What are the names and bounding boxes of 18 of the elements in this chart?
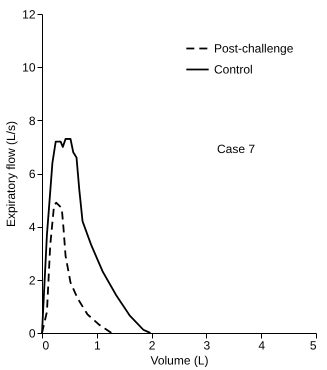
x-tick-label: 1 (94, 338, 101, 352)
y-tick-label: 6 (28, 167, 36, 181)
x-axis-title: Volume (L) (150, 354, 209, 368)
y-tick-label: 10 (22, 60, 36, 75)
legend-label: Post-challenge (214, 42, 294, 56)
annotation: Case 7 (217, 142, 256, 156)
x-tick-label: 5 (310, 338, 317, 352)
y-tick-label: 2 (28, 273, 36, 288)
x-tick-label: 0 (42, 338, 50, 352)
y-axis-title: Expiratory flow (L/s) (4, 120, 18, 228)
x-tick-label: 4 (258, 338, 266, 352)
legend-label: Control (214, 62, 253, 76)
y-tick-label: 12 (22, 8, 36, 22)
x-tick-label: 2 (148, 338, 156, 352)
y-tick-label: 8 (28, 114, 36, 128)
y-tick-label: 0 (28, 326, 36, 340)
y-tick-label: 4 (28, 220, 36, 234)
x-tick-label: 3 (204, 338, 211, 352)
